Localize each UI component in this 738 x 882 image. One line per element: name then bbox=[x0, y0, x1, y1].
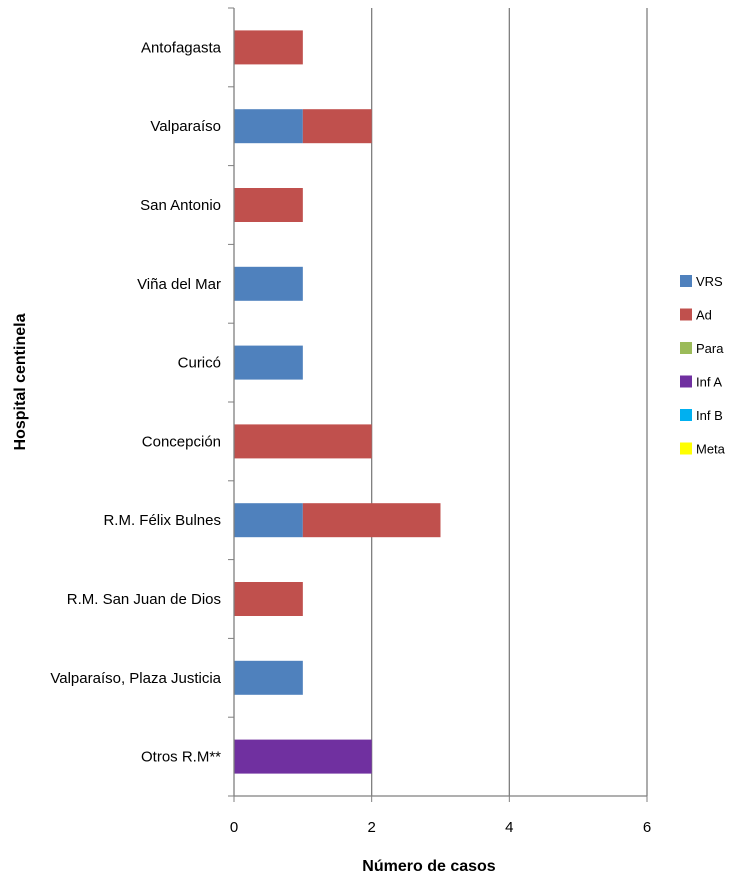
legend-swatch-inf-b bbox=[680, 409, 692, 421]
x-tick-label-6: 6 bbox=[643, 819, 651, 836]
legend-swatch-meta bbox=[680, 442, 692, 455]
legend-label-inf-a: Inf A bbox=[696, 375, 722, 390]
bar-ad-1 bbox=[302, 109, 372, 144]
bar-ad-6 bbox=[302, 503, 441, 538]
bar-vrs-8 bbox=[234, 660, 303, 695]
bar-vrs-1 bbox=[234, 109, 303, 144]
category-label: R.M. Félix Bulnes bbox=[103, 512, 221, 529]
y-axis-title: Hospital centinela bbox=[12, 313, 29, 450]
legend-label-meta: Meta bbox=[696, 442, 726, 457]
x-tick-label-0: 0 bbox=[230, 819, 238, 836]
category-label: Concepción bbox=[142, 433, 221, 450]
legend-swatch-para bbox=[680, 342, 692, 354]
legend: VRS Ad Para Inf A Inf B Meta bbox=[680, 274, 726, 457]
category-label: Valparaíso bbox=[150, 118, 221, 135]
bar-ad-5 bbox=[234, 424, 372, 459]
bar-ad-0 bbox=[234, 30, 303, 65]
category-label: Viña del Mar bbox=[137, 276, 221, 293]
bar-inf-a-9 bbox=[234, 739, 372, 774]
bar-vrs-3 bbox=[234, 266, 303, 301]
x-tick-label-2: 2 bbox=[367, 819, 375, 836]
legend-label-para: Para bbox=[696, 341, 724, 356]
bar-ad-7 bbox=[234, 582, 303, 616]
gridlines bbox=[371, 8, 648, 796]
legend-swatch-inf-a bbox=[680, 375, 692, 388]
x-axis-title: Número de casos bbox=[362, 858, 495, 875]
axis-labels: 0 2 4 6 Antofagasta Valparaíso San Antonio Viña… bbox=[50, 39, 651, 836]
category-label: Curicó bbox=[178, 355, 221, 372]
axes bbox=[228, 7, 648, 802]
x-tick-label-4: 4 bbox=[505, 819, 513, 836]
category-label: Antofagasta bbox=[141, 39, 222, 56]
bar-vrs-6 bbox=[234, 503, 303, 538]
legend-label-vrs: VRS bbox=[696, 274, 723, 289]
category-label: San Antonio bbox=[140, 197, 221, 214]
bar-vrs-4 bbox=[234, 345, 303, 380]
legend-swatch-ad bbox=[680, 308, 692, 321]
legend-label-ad: Ad bbox=[696, 308, 712, 323]
category-label: Otros R.M** bbox=[141, 749, 221, 766]
legend-label-inf-b: Inf B bbox=[696, 408, 723, 423]
bar-ad-2 bbox=[234, 188, 303, 222]
category-label: R.M. San Juan de Dios bbox=[67, 591, 221, 608]
bars bbox=[234, 30, 441, 774]
legend-swatch-vrs bbox=[680, 275, 692, 287]
category-label: Valparaíso, Plaza Justicia bbox=[50, 670, 221, 687]
